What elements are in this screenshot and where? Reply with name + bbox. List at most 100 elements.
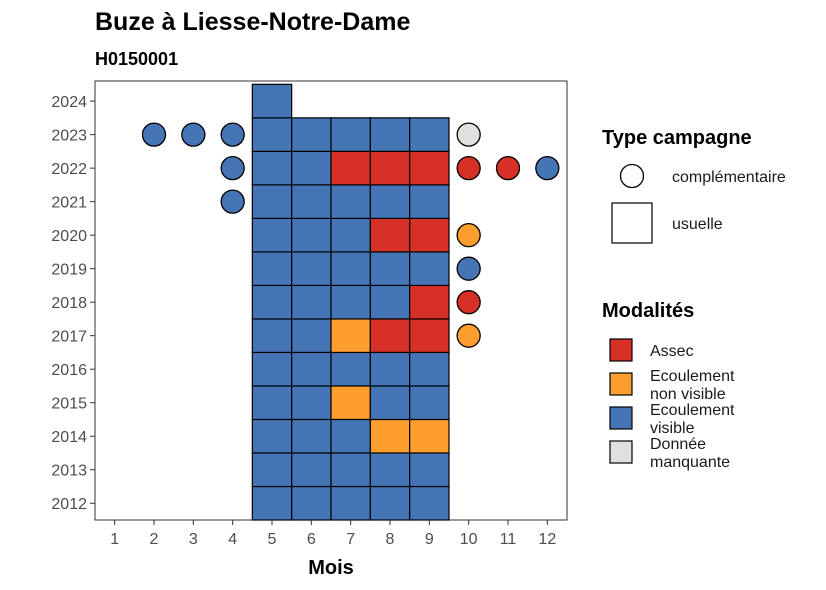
cell-2022-7 xyxy=(330,150,371,186)
cell-2013-7 xyxy=(330,452,371,488)
cell-2021-8 xyxy=(369,184,411,219)
cell-2016-7 xyxy=(330,351,371,387)
y-tick-label: 2016 xyxy=(51,362,87,379)
x-tick-label: 9 xyxy=(425,531,434,548)
legend: Type campagne complémentaire usuelle Modali… xyxy=(602,127,786,471)
legend-key-ecoulement_visible xyxy=(609,406,633,430)
cell-2023-7 xyxy=(330,117,371,152)
y-tick-label: 2021 xyxy=(51,195,87,212)
y-tick-label: 2018 xyxy=(51,295,87,312)
cell-2012-8 xyxy=(369,485,411,521)
x-tick-label: 1 xyxy=(110,531,119,548)
x-tick-label: 6 xyxy=(307,531,316,548)
cell-2017-7 xyxy=(330,318,371,354)
point-2019-10 xyxy=(456,256,481,281)
x-tick-label: 8 xyxy=(386,531,395,548)
legend-mod-label-line: Ecoulement xyxy=(650,368,735,385)
cell-2012-9 xyxy=(409,485,450,521)
y-tick-label: 2013 xyxy=(51,463,87,480)
complementaire-points xyxy=(141,122,560,348)
point-2017-10 xyxy=(456,323,481,348)
cell-2023-5 xyxy=(251,117,293,152)
cell-2012-7 xyxy=(330,485,371,521)
x-tick-label: 5 xyxy=(268,531,277,548)
legend-key-assec xyxy=(609,338,633,362)
cell-2019-7 xyxy=(330,251,371,287)
cell-2018-7 xyxy=(330,284,371,320)
cell-2019-8 xyxy=(369,251,411,287)
y-tick-label: 2020 xyxy=(51,228,87,245)
cell-2012-6 xyxy=(291,485,332,521)
y-axis: 2012 2013 2014 2015 2016 2017 2018 2019 2020 2021… xyxy=(51,94,95,513)
x-axis: 1 2 3 4 5 6 7 8 9 10 11 12 xyxy=(110,520,556,548)
legend-key-donnee_manquante xyxy=(609,440,633,464)
cell-2015-6 xyxy=(291,385,332,421)
chart-subtitle: H0150001 xyxy=(95,49,178,69)
cell-2014-9 xyxy=(409,418,450,454)
y-tick-label: 2012 xyxy=(51,496,87,513)
cell-2016-5 xyxy=(251,351,293,387)
legend-mod-label-line: non visible xyxy=(650,386,726,403)
cell-2020-7 xyxy=(330,217,371,253)
cell-2013-6 xyxy=(291,452,332,488)
legend-mod-label-line: Ecoulement xyxy=(650,402,735,419)
legend-square-key xyxy=(611,202,653,244)
cell-2017-8 xyxy=(369,318,411,354)
usuelle-cells xyxy=(251,83,450,521)
y-tick-label: 2023 xyxy=(51,128,87,145)
y-tick-label: 2024 xyxy=(51,94,87,111)
cell-2013-8 xyxy=(369,452,411,488)
cell-2014-5 xyxy=(251,418,293,454)
cell-2022-6 xyxy=(291,150,332,186)
cell-2018-5 xyxy=(251,284,293,320)
cell-2017-5 xyxy=(251,318,293,354)
x-tick-label: 3 xyxy=(189,531,198,548)
cell-2015-8 xyxy=(369,385,411,421)
x-tick-label: 10 xyxy=(460,531,478,548)
cell-2018-6 xyxy=(291,284,332,320)
legend-mod-label-line: visible xyxy=(650,420,695,437)
x-tick-label: 11 xyxy=(500,531,517,548)
cell-2016-8 xyxy=(369,351,411,387)
point-2018-10 xyxy=(456,290,481,315)
x-tick-label: 7 xyxy=(346,531,355,548)
cell-2020-9 xyxy=(409,217,450,253)
cell-2020-6 xyxy=(291,217,332,253)
cell-2016-9 xyxy=(409,351,450,387)
point-2021-4 xyxy=(220,189,245,214)
point-2023-2 xyxy=(141,122,167,147)
cell-2022-9 xyxy=(409,150,450,186)
cell-2022-5 xyxy=(251,150,293,186)
chart-title: Buze à Liesse-Notre-Dame xyxy=(95,8,410,36)
cell-2015-9 xyxy=(409,385,450,421)
point-2022-11 xyxy=(495,155,521,181)
cell-2015-7 xyxy=(330,385,371,421)
cell-2019-5 xyxy=(251,251,293,287)
cell-2014-6 xyxy=(291,418,332,454)
point-2022-4 xyxy=(220,155,245,181)
point-2022-10 xyxy=(456,155,481,181)
point-2023-10 xyxy=(456,122,481,147)
cell-2018-8 xyxy=(369,284,411,320)
cell-2021-9 xyxy=(409,184,450,219)
cell-2019-9 xyxy=(409,251,450,287)
cell-2013-5 xyxy=(251,452,293,488)
x-tick-label: 12 xyxy=(538,531,556,548)
cell-2017-6 xyxy=(291,318,332,354)
cell-2016-6 xyxy=(291,351,332,387)
y-tick-label: 2022 xyxy=(51,161,87,178)
cell-2020-5 xyxy=(251,217,293,253)
x-axis-title: Mois xyxy=(308,557,354,579)
cell-2012-5 xyxy=(251,485,293,521)
point-2023-4 xyxy=(220,122,245,147)
legend-mod-label-line: Donnée xyxy=(650,436,706,453)
cell-2020-8 xyxy=(369,217,411,253)
legend-key-ecoulement_non_visible xyxy=(609,372,633,396)
y-tick-label: 2015 xyxy=(51,396,87,413)
cell-2021-7 xyxy=(330,184,371,219)
y-tick-label: 2014 xyxy=(51,429,87,446)
legend-mod-label: Assec xyxy=(650,343,694,360)
cell-2019-6 xyxy=(291,251,332,287)
cell-2021-5 xyxy=(251,184,293,219)
